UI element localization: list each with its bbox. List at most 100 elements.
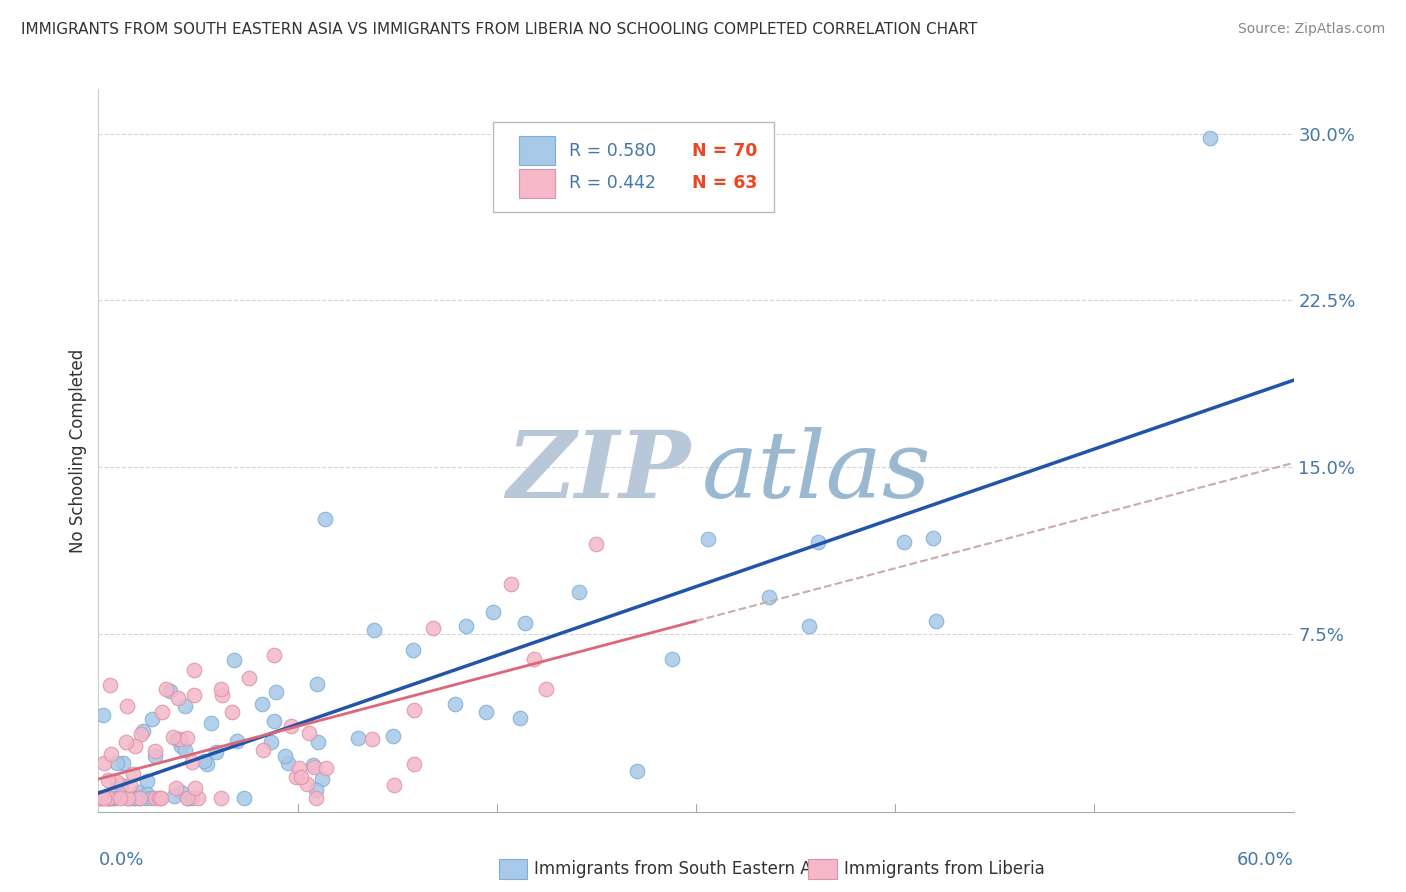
Point — [184, 781, 207, 796]
Point — [305, 677, 328, 691]
Text: IMMIGRANTS FROM SOUTH EASTERN ASIA VS IMMIGRANTS FROM LIBERIA NO SCHOOLING COMPL: IMMIGRANTS FROM SOUTH EASTERN ASIA VS IM… — [21, 22, 977, 37]
Point — [163, 789, 186, 804]
Point — [295, 777, 318, 791]
Point — [115, 791, 138, 805]
Point — [174, 698, 197, 713]
Point — [115, 699, 138, 714]
Point — [98, 791, 121, 805]
Point — [288, 761, 311, 775]
Point — [304, 791, 326, 805]
Point — [89, 791, 111, 805]
Point — [159, 684, 181, 698]
Point — [402, 642, 425, 657]
Point — [110, 778, 132, 792]
Point — [143, 744, 166, 758]
Point — [139, 791, 162, 805]
Y-axis label: No Schooling Completed: No Schooling Completed — [69, 349, 87, 552]
Point — [382, 778, 405, 792]
Point — [696, 532, 718, 546]
Point — [626, 764, 648, 779]
Point — [128, 784, 150, 798]
Point — [250, 697, 273, 711]
Point — [105, 756, 128, 771]
Point — [128, 791, 150, 805]
Point — [176, 731, 198, 746]
Point — [263, 714, 285, 728]
Point — [180, 756, 202, 770]
Point — [523, 652, 546, 666]
Point — [499, 577, 522, 591]
Point — [120, 778, 142, 792]
Point — [264, 685, 287, 699]
Point — [197, 757, 219, 772]
Point — [799, 618, 821, 632]
Text: Source: ZipAtlas.com: Source: ZipAtlas.com — [1237, 22, 1385, 37]
Point — [177, 791, 200, 805]
Point — [381, 729, 404, 743]
Point — [474, 705, 496, 719]
Point — [181, 791, 204, 805]
Point — [404, 757, 426, 772]
Point — [143, 791, 166, 805]
Point — [922, 531, 945, 545]
Point — [174, 743, 197, 757]
Point — [361, 732, 384, 747]
Point — [101, 791, 124, 805]
Point — [117, 791, 139, 805]
Point — [135, 791, 157, 805]
Text: 60.0%: 60.0% — [1237, 852, 1294, 870]
Point — [93, 756, 115, 770]
Point — [105, 775, 128, 789]
Point — [238, 671, 260, 685]
Point — [925, 614, 948, 628]
Point — [128, 791, 150, 805]
Point — [167, 691, 190, 706]
Point — [136, 788, 159, 802]
Point — [124, 791, 146, 805]
Point — [422, 621, 444, 635]
Point — [200, 716, 222, 731]
Point — [103, 791, 125, 805]
Point — [100, 791, 122, 805]
Point — [114, 734, 136, 748]
Point — [176, 791, 198, 805]
Point — [129, 727, 152, 741]
Point — [91, 791, 114, 805]
Point — [277, 756, 299, 771]
Point — [274, 748, 297, 763]
Point — [807, 534, 830, 549]
Point — [454, 619, 477, 633]
Point — [98, 791, 121, 805]
Point — [305, 782, 328, 797]
Point — [93, 707, 115, 722]
Point — [233, 791, 256, 805]
Point — [169, 732, 191, 747]
Point — [111, 756, 134, 771]
Text: Immigrants from Liberia: Immigrants from Liberia — [844, 860, 1045, 878]
Point — [661, 651, 683, 665]
Point — [141, 712, 163, 726]
Point — [110, 791, 132, 805]
Point — [221, 706, 243, 720]
Point — [97, 772, 120, 787]
Point — [135, 774, 157, 789]
Point — [302, 758, 325, 772]
Point — [211, 688, 233, 702]
Point — [124, 791, 146, 805]
Point — [150, 705, 173, 719]
Point — [222, 653, 245, 667]
Point — [226, 734, 249, 748]
Point — [97, 791, 120, 805]
Text: atlas: atlas — [702, 427, 931, 517]
Point — [166, 731, 188, 746]
Point — [132, 724, 155, 739]
Point — [98, 678, 121, 692]
Point — [89, 791, 111, 805]
Text: Immigrants from South Eastern Asia: Immigrants from South Eastern Asia — [534, 860, 835, 878]
Point — [280, 719, 302, 733]
Point — [298, 725, 321, 739]
Point — [893, 535, 915, 549]
Point — [93, 791, 115, 805]
Bar — [519, 169, 555, 198]
Text: N = 63: N = 63 — [692, 174, 758, 192]
